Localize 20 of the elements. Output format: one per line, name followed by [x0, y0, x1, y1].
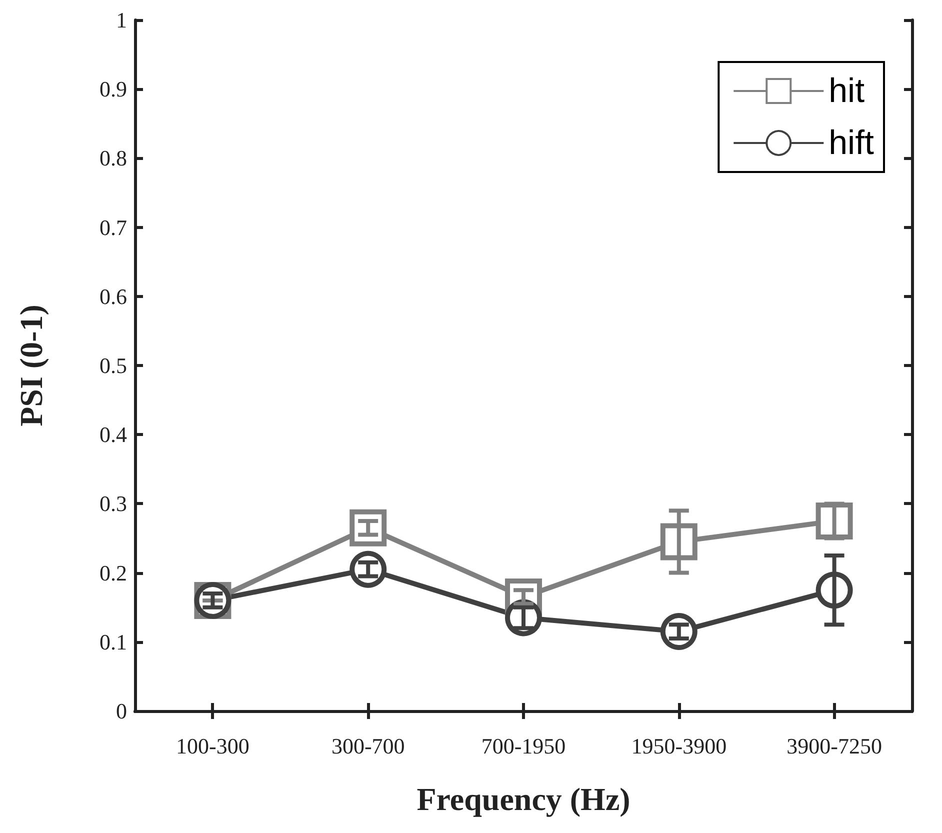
y-tick-label: 0.2 [100, 560, 127, 586]
legend-label: hit [828, 72, 866, 110]
x-axis-title: Frequency (Hz) [416, 781, 630, 817]
x-tick-label: 3900-7250 [786, 734, 882, 758]
y-tick-label: 0.6 [100, 284, 127, 309]
y-tick-label: 0 [116, 698, 127, 724]
y-tick-label: 0.3 [100, 491, 127, 516]
y-tick-label: 0.9 [100, 76, 127, 102]
legend-label: hift [828, 124, 875, 162]
y-axis-title: PSI (0-1) [13, 304, 49, 426]
y-tick-label: 0.8 [100, 146, 127, 171]
y-tick-label: 0.4 [100, 422, 127, 448]
y-tick-label: 0.5 [100, 353, 127, 378]
x-tick-label: 1950-3900 [631, 734, 727, 758]
y-tick-label: 0.1 [100, 629, 127, 654]
y-tick-label: 1 [116, 8, 127, 32]
x-tick-label: 700-1950 [481, 734, 566, 758]
x-tick-label: 300-700 [331, 734, 405, 758]
x-tick-label: 100-300 [176, 734, 250, 758]
y-tick-label: 0.7 [100, 214, 127, 240]
